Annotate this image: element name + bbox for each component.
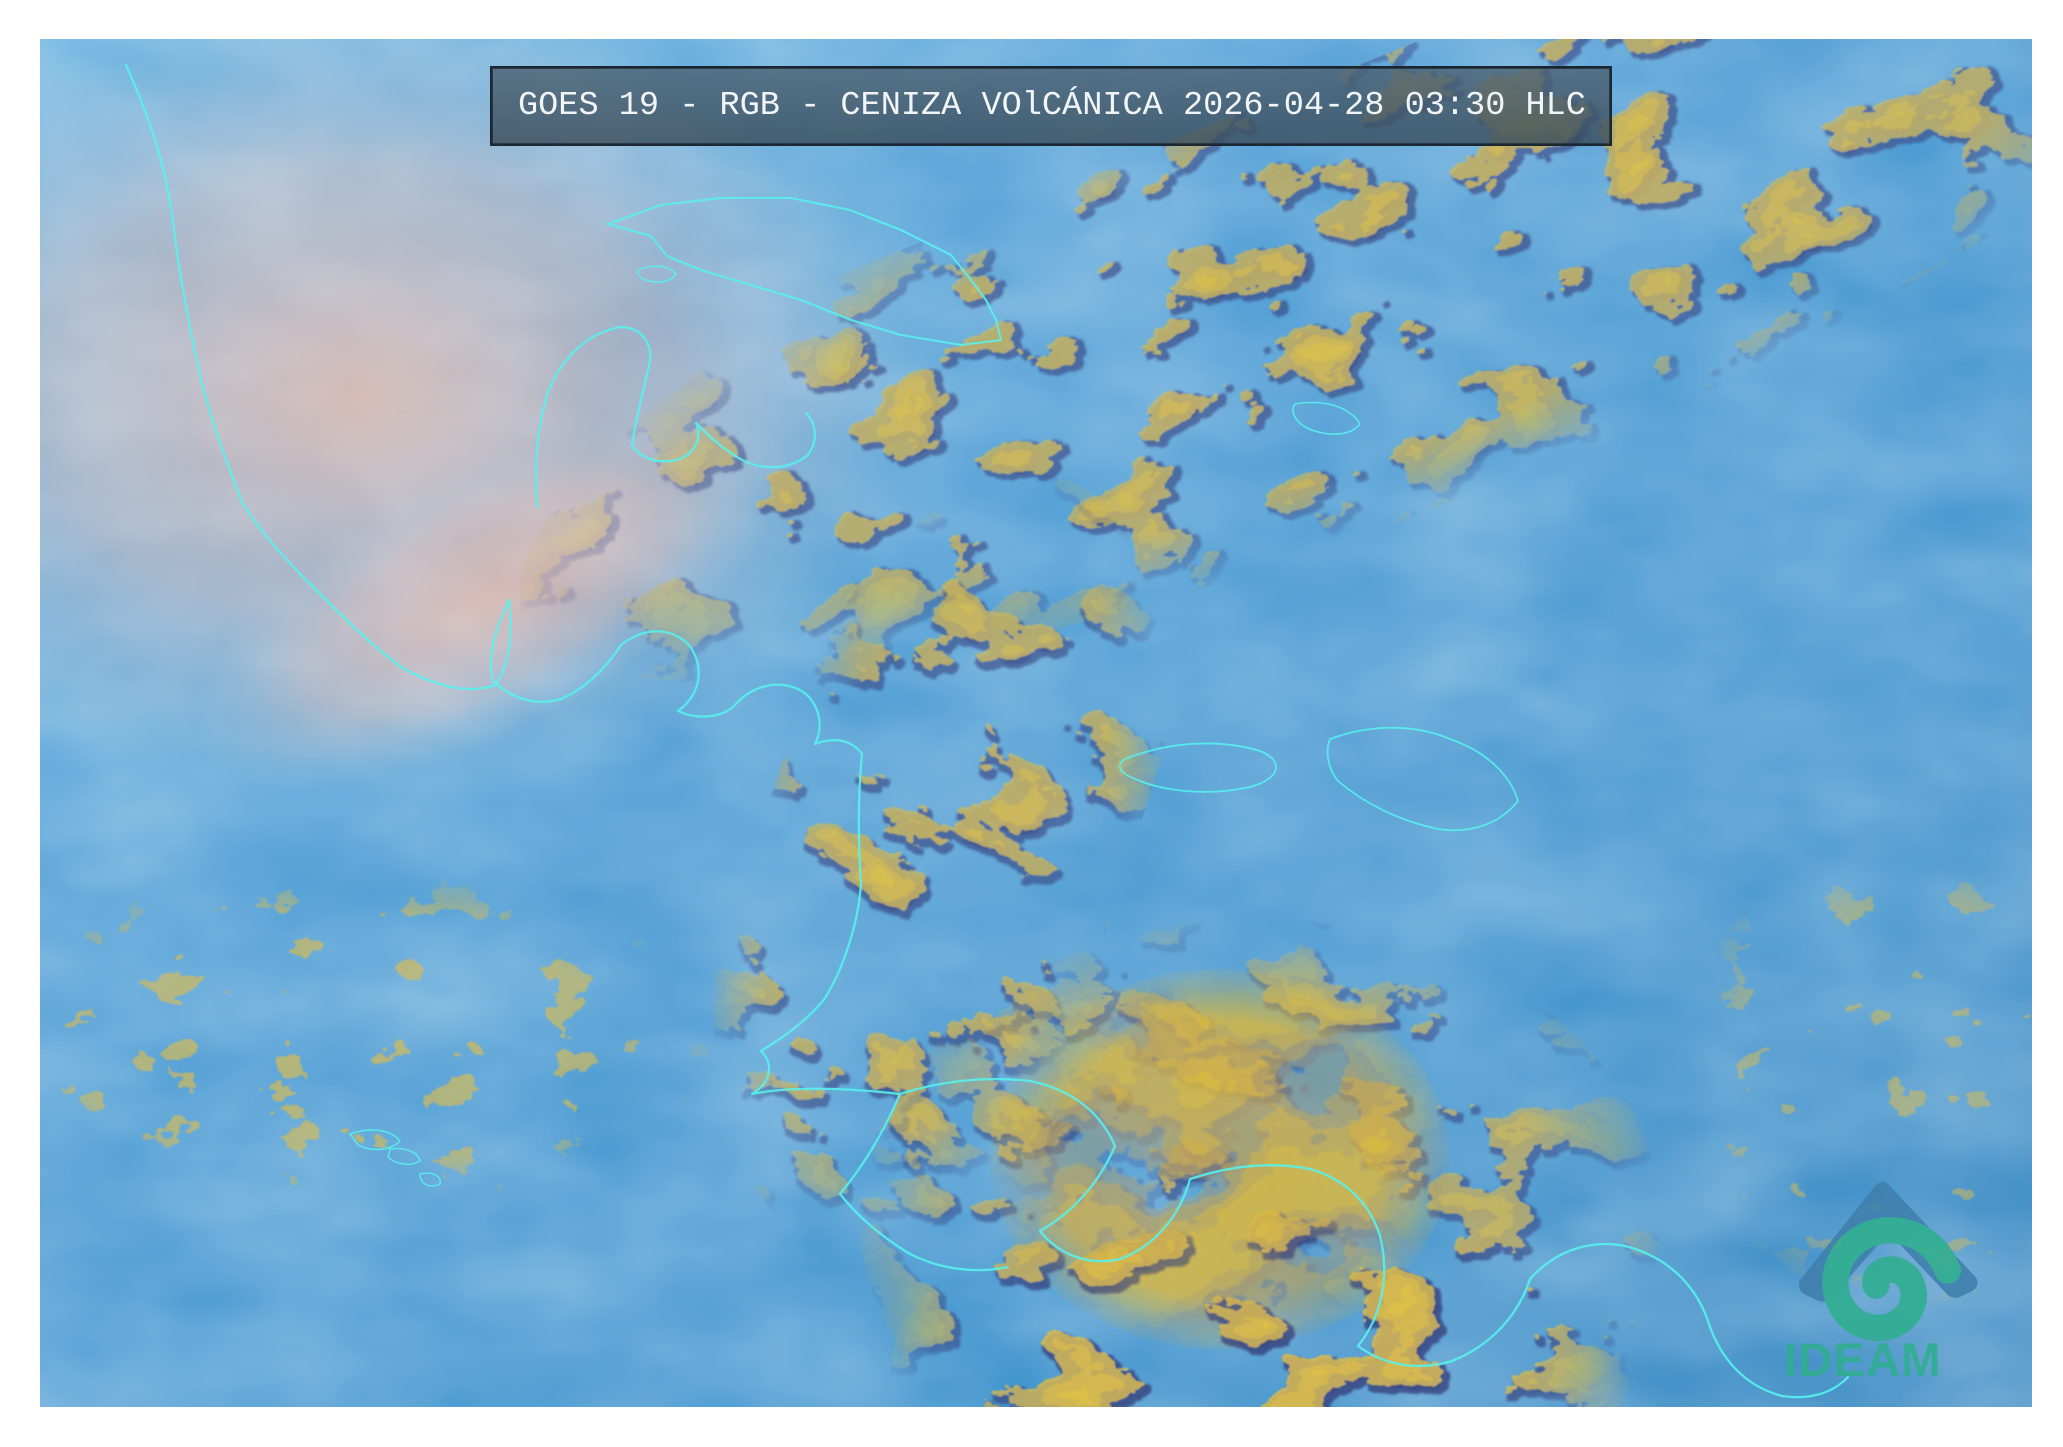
- svg-text:IDEAM: IDEAM: [1784, 1334, 1942, 1387]
